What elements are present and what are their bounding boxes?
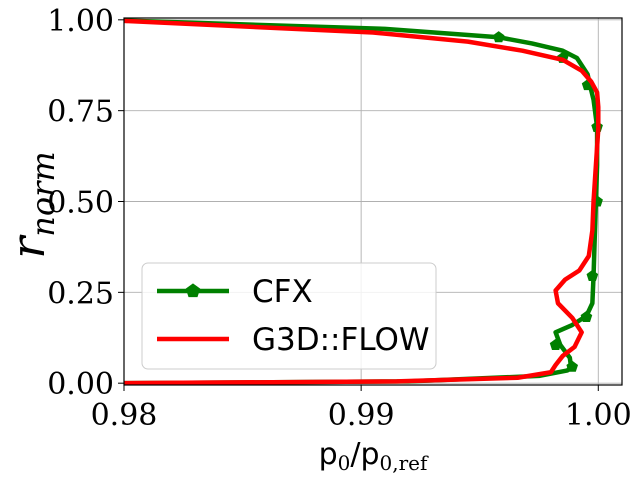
series-marker-cfx	[580, 310, 593, 322]
legend-g3dflow-label: G3D::FLOW	[252, 322, 430, 358]
x-axis-label: p0/p0,ref	[319, 437, 429, 475]
y-axis-label: rnorm	[1, 151, 62, 259]
x-axis-label-main: p	[319, 437, 338, 472]
x-axis-label-sub1: 0,ref	[380, 451, 429, 475]
series-marker-cfx	[549, 338, 562, 350]
y-tick-label: 0.75	[47, 95, 114, 130]
series-marker-cfx	[566, 360, 579, 372]
x-axis-label-sub0: 0	[338, 451, 351, 475]
x-axis-label-mid: /p	[350, 437, 379, 472]
y-tick-label: 0.50	[47, 186, 114, 221]
legend-cfx-label: CFX	[252, 274, 313, 310]
series-layer	[124, 18, 603, 385]
y-axis-label-main: r	[1, 234, 55, 259]
series-marker-cfx	[586, 269, 599, 281]
y-tick-label: 1.00	[47, 4, 114, 39]
legend-cfx-marker	[185, 283, 201, 298]
x-tick-label: 1.00	[565, 398, 632, 433]
y-tick-label: 0.00	[47, 367, 114, 402]
y-tick-label: 0.25	[47, 276, 114, 311]
legend: CFX G3D::FLOW	[141, 262, 437, 370]
x-tick-label: 0.99	[328, 398, 395, 433]
x-tick-label: 0.98	[91, 398, 158, 433]
y-axis-label-sub: norm	[24, 151, 62, 237]
axis-ticks: 0.98 0.99 1.00 0.00 0.25 0.50 0.75 1.00	[47, 4, 631, 433]
series-line-g3dflow	[124, 18, 601, 385]
series-marker-cfx	[492, 31, 505, 43]
